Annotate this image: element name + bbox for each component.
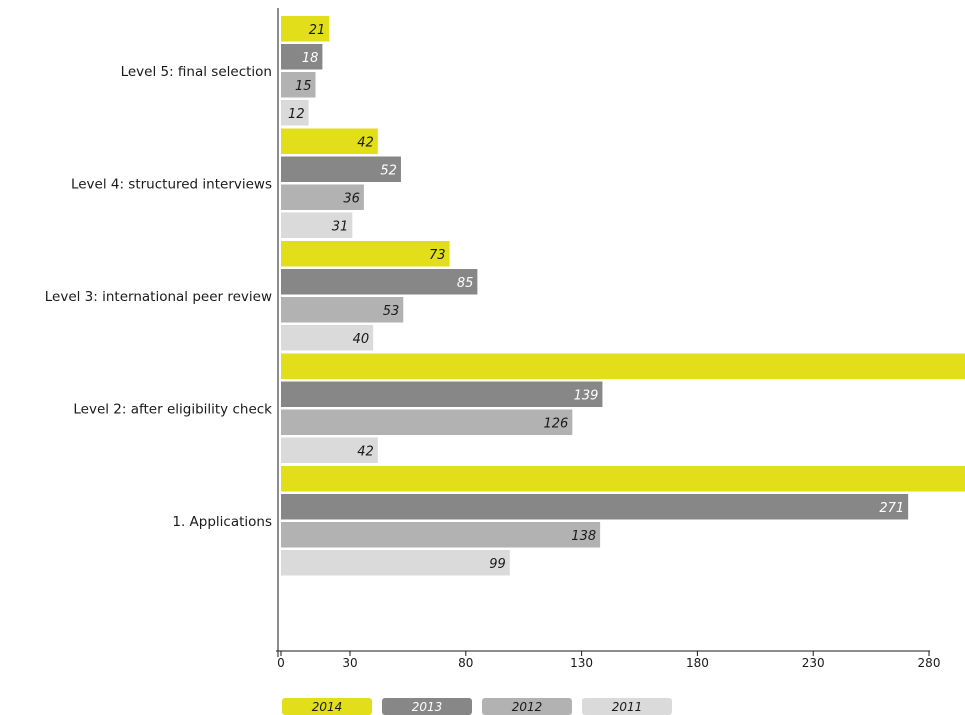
data-label-2014-1: 42 <box>357 135 374 150</box>
data-label-2012-0: 15 <box>295 79 312 94</box>
x-tick-label: 280 <box>918 656 941 670</box>
bar-2013-2 <box>281 269 478 295</box>
bar-2013-3 <box>281 381 603 407</box>
bar-2014-2 <box>281 241 450 267</box>
data-label-2011-1: 31 <box>332 219 349 234</box>
category-label: Level 3: international peer review <box>45 289 272 305</box>
category-labels: Level 5: final selection Level 4: structu… <box>45 64 272 530</box>
x-axis: 0 30 80 130 180 230 280 <box>276 8 940 670</box>
legend: 2014 2013 2012 2011 <box>282 698 672 715</box>
x-tick-label: 230 <box>802 656 825 670</box>
data-label-2012-4: 138 <box>571 529 596 544</box>
data-label-2011-4: 99 <box>489 557 506 572</box>
legend-item-2014: 2014 <box>282 698 372 715</box>
category-label: Level 2: after eligibility check <box>73 401 272 417</box>
data-label-2011-0: 12 <box>288 107 305 122</box>
bar-2013-0 <box>281 44 323 70</box>
bar-2012-0 <box>281 72 316 98</box>
data-label-2012-1: 36 <box>343 191 360 206</box>
x-tick-label: 0 <box>277 656 285 670</box>
data-label-2013-3: 139 <box>574 388 599 403</box>
x-tick-label: 80 <box>458 656 473 670</box>
data-label-2012-2: 53 <box>383 304 400 319</box>
bar-2014-4 <box>281 466 965 492</box>
data-label-2013-2: 85 <box>457 276 474 291</box>
data-label-2013-1: 52 <box>380 163 397 178</box>
bar-2011-2 <box>281 325 374 351</box>
bars-layer: 2118151242523631738553403161391264234927… <box>281 16 965 576</box>
bar-2013-1 <box>281 156 401 182</box>
data-label-2013-4: 271 <box>879 501 904 516</box>
x-tick-label: 130 <box>570 656 593 670</box>
data-label-2014-2: 73 <box>429 248 446 263</box>
x-tick-label: 180 <box>686 656 709 670</box>
bar-2012-1 <box>281 184 364 210</box>
data-label-2011-2: 40 <box>353 332 370 347</box>
category-label: Level 5: final selection <box>121 64 272 80</box>
bar-2011-3 <box>281 437 378 463</box>
category-label: 1. Applications <box>172 514 272 530</box>
data-label-2013-0: 18 <box>302 51 319 66</box>
bar-2011-1 <box>281 212 353 238</box>
bar-2014-1 <box>281 128 378 154</box>
data-label-2014-0: 21 <box>309 23 326 38</box>
bar-2011-0 <box>281 100 309 126</box>
bar-2013-4 <box>281 494 909 520</box>
bar-2011-4 <box>281 550 510 576</box>
data-label-2012-3: 126 <box>544 416 569 431</box>
x-tick-label: 30 <box>342 656 357 670</box>
legend-item-2012: 2012 <box>482 698 572 715</box>
bar-2014-3 <box>281 353 965 379</box>
bar-2012-3 <box>281 409 573 435</box>
legend-item-2011: 2011 <box>582 698 672 715</box>
legend-item-2013: 2013 <box>382 698 472 715</box>
category-label: Level 4: structured interviews <box>71 176 272 192</box>
bar-2012-2 <box>281 297 404 323</box>
bar-2012-4 <box>281 522 601 548</box>
data-label-2011-3: 42 <box>357 444 374 459</box>
bar-2014-0 <box>281 16 330 42</box>
